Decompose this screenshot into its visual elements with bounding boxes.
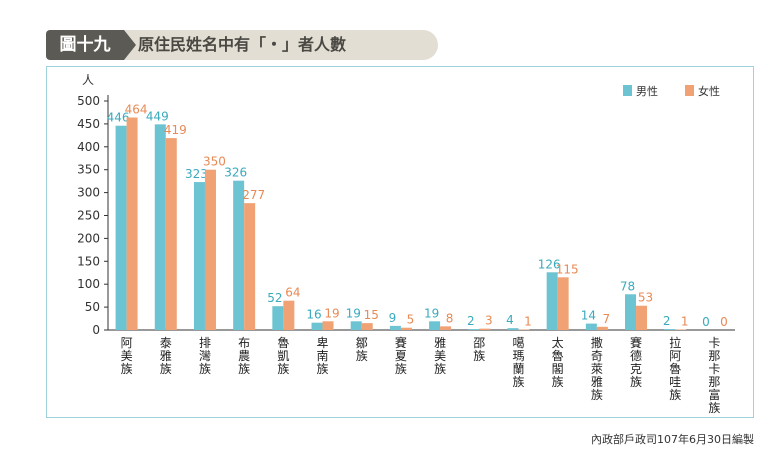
data-label-female: 115: [556, 262, 579, 276]
source-note: 內政部戶政司107年6月30日編製: [591, 433, 754, 446]
y-tick-label: 450: [77, 117, 100, 131]
y-tick-label: 0: [92, 323, 100, 337]
bar-male: [350, 321, 362, 330]
x-tick-label: 阿美族: [121, 336, 133, 376]
bar-male: [389, 325, 401, 330]
data-label-male: 9: [389, 311, 397, 325]
data-label-male: 19: [424, 306, 439, 320]
legend-swatch-male: [623, 85, 632, 96]
data-label-female: 7: [603, 312, 611, 326]
x-tick-label: 噶瑪蘭族: [512, 336, 524, 389]
bar-female: [165, 138, 177, 330]
bar-male: [193, 182, 205, 330]
data-label-female: 1: [681, 315, 689, 329]
y-tick-label: 50: [85, 300, 100, 314]
data-label-male: 449: [146, 109, 169, 123]
data-label-male: 446: [107, 111, 130, 125]
data-label-female: 19: [324, 306, 339, 320]
x-tick-label: 泰雅族: [160, 336, 172, 376]
data-label-male: 78: [620, 279, 635, 293]
figure-number: 圖十九: [46, 30, 136, 60]
data-label-male: 4: [506, 313, 514, 327]
data-label-female: 53: [638, 291, 653, 305]
bar-female: [244, 203, 256, 330]
bar-female: [283, 300, 295, 330]
data-label-female: 277: [242, 188, 265, 202]
x-tick-label: 賽夏族: [395, 335, 407, 376]
data-label-female: 5: [407, 313, 415, 327]
x-tick-label: 撒奇萊雅族: [591, 335, 603, 402]
bar-female: [440, 326, 452, 330]
data-label-female: 64: [285, 286, 300, 300]
y-axis-label: 人: [82, 73, 94, 87]
bar-male: [429, 321, 441, 330]
figure-title: 原住民姓名中有「・」者人數: [116, 30, 438, 60]
bar-female: [361, 323, 373, 330]
x-tick-label: 賽德克族: [630, 335, 642, 389]
y-tick-label: 200: [77, 231, 100, 245]
bar-female: [322, 321, 334, 330]
data-label-female: 0: [720, 315, 728, 329]
bar-male: [233, 180, 245, 330]
x-tick-label: 卑南族: [317, 335, 329, 376]
data-label-male: 0: [702, 315, 710, 329]
x-tick-label: 鄒族: [356, 336, 368, 363]
data-label-male: 2: [467, 314, 475, 328]
data-label-female: 1: [524, 315, 532, 329]
bar-female: [204, 169, 216, 330]
bar-female: [400, 327, 412, 330]
y-tick-label: 400: [77, 140, 100, 154]
y-tick-label: 100: [77, 277, 100, 291]
bar-male: [664, 329, 676, 330]
x-tick-label: 邵族: [473, 336, 485, 363]
data-label-female: 464: [125, 102, 148, 116]
legend-label-male: 男性: [636, 84, 658, 98]
chart-frame: [46, 66, 754, 418]
data-label-male: 326: [224, 166, 247, 180]
bar-male: [311, 322, 323, 330]
data-label-male: 52: [267, 291, 282, 305]
y-tick-label: 350: [77, 163, 100, 177]
bar-male: [546, 272, 558, 330]
data-label-male: 126: [538, 257, 561, 271]
legend-label-female: 女性: [698, 84, 720, 98]
x-tick-label: 卡那卡那富族: [708, 336, 720, 415]
data-label-female: 8: [446, 311, 454, 325]
bar-male: [154, 124, 166, 330]
y-tick-label: 150: [77, 254, 100, 268]
y-tick-label: 500: [77, 94, 100, 108]
data-label-female: 15: [364, 308, 379, 322]
x-tick-label: 拉阿魯哇族: [669, 335, 681, 402]
bar-male: [625, 294, 637, 330]
x-tick-label: 排灣族: [199, 336, 211, 376]
x-tick-label: 太魯閣族: [552, 335, 564, 389]
bar-female: [557, 277, 569, 330]
data-label-male: 323: [185, 167, 208, 181]
x-tick-label: 布農族: [238, 336, 250, 376]
data-label-female: 3: [485, 314, 493, 328]
bar-female: [636, 305, 648, 330]
bar-female: [126, 117, 138, 330]
data-label-male: 14: [581, 309, 596, 323]
bar-male: [585, 323, 597, 330]
bar-male: [115, 125, 127, 331]
bar-male: [507, 328, 519, 330]
data-label-male: 2: [663, 314, 671, 328]
x-tick-label: 魯凱族: [277, 336, 289, 376]
data-label-female: 350: [203, 155, 226, 169]
y-tick-label: 250: [77, 209, 100, 223]
data-label-female: 419: [164, 123, 187, 137]
bar-female: [596, 326, 608, 330]
data-label-male: 19: [346, 306, 361, 320]
x-tick-label: 雅美族: [434, 335, 446, 376]
bar-female: [479, 328, 491, 330]
data-label-male: 16: [306, 308, 321, 322]
bar-male: [272, 306, 284, 330]
y-tick-label: 300: [77, 186, 100, 200]
legend-swatch-female: [685, 85, 694, 96]
bar-male: [468, 329, 480, 330]
